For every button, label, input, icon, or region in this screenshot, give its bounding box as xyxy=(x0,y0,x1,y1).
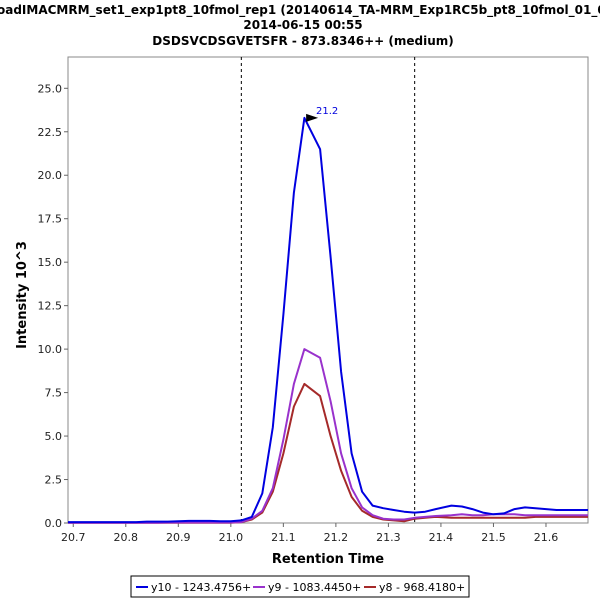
y-tick-label: 12.5 xyxy=(38,300,63,313)
peak-label: 21.2 xyxy=(316,106,338,117)
plot-area: 0.0 2.5 5.0 7.5 10.0 12.5 15.0 17.5 20.0 22.5 25.0… xyxy=(38,56,589,544)
y-tick-label: 17.5 xyxy=(38,213,63,226)
x-tick-label: 21.3 xyxy=(376,531,401,544)
y-tick-label: 20.0 xyxy=(38,169,63,182)
y-tick-label: 0.0 xyxy=(45,517,63,530)
y-tick-label: 22.5 xyxy=(38,126,63,139)
y-tick-label: 25.0 xyxy=(38,82,63,95)
x-tick-label: 21.4 xyxy=(429,531,454,544)
legend-entry-label: y10 - 1243.4756+ xyxy=(151,581,251,594)
x-tick-label: 20.9 xyxy=(166,531,191,544)
chart-title-line-2: 2014-06-15 00:55 xyxy=(243,18,362,32)
x-axis-label: Retention Time xyxy=(272,552,384,567)
x-tick-label: 21.6 xyxy=(534,531,559,544)
x-tick-label: 21.5 xyxy=(481,531,506,544)
peak-arrow xyxy=(306,113,319,122)
series-line xyxy=(68,116,588,524)
legend: y10 - 1243.4756+ y9 - 1083.4450+ y8 - 968.… xyxy=(130,575,470,598)
x-tick-label: 21.0 xyxy=(219,531,244,544)
legend-entry-label: y9 - 1083.4450+ xyxy=(268,581,361,594)
x-tick-label: 21.1 xyxy=(271,531,296,544)
y-axis-label: Intensity 10^3 xyxy=(15,241,30,349)
chart-title-line-1: BroadIMACMRM_set1_exp1pt8_10fmol_rep1 (2… xyxy=(0,3,600,18)
y-tick-label: 5.0 xyxy=(45,430,63,443)
legend-box xyxy=(130,575,470,598)
y-tick-label: 2.5 xyxy=(45,474,63,487)
x-tick-label: 21.2 xyxy=(324,531,349,544)
y-tick-label: 10.0 xyxy=(38,343,63,356)
chart-title-line-3: DSDSVCDSGVETSFR - 873.8346++ (medium) xyxy=(152,34,454,48)
y-tick-label: 7.5 xyxy=(45,387,63,400)
legend-entry-label: y8 - 968.4180+ xyxy=(379,581,465,594)
plot-frame xyxy=(67,56,589,524)
x-tick-label: 20.8 xyxy=(114,531,139,544)
y-tick-label: 15.0 xyxy=(38,256,63,269)
x-tick-label: 20.7 xyxy=(61,531,86,544)
